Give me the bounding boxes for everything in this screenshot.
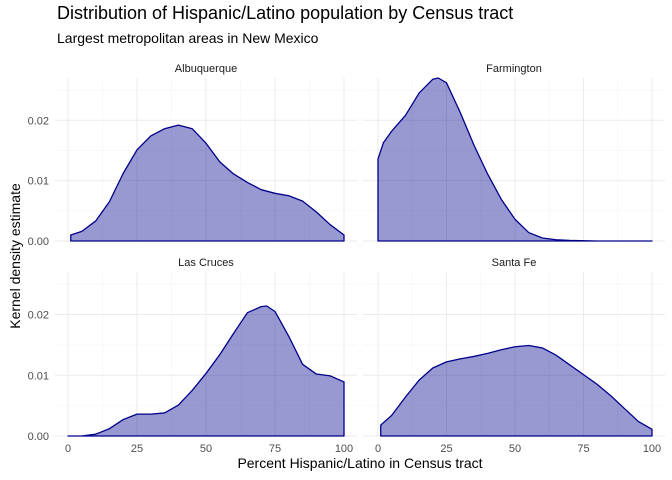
chart-title: Distribution of Hispanic/Latino populati… [57, 3, 514, 23]
y-tick-label: 0.00 [28, 431, 49, 443]
facet-strip-label: Albuquerque [175, 63, 237, 75]
facet-strip-label: Las Cruces [178, 257, 234, 269]
x-tick-label: 0 [375, 443, 381, 455]
x-tick-label: 0 [65, 443, 71, 455]
x-tick-label: 75 [577, 443, 589, 455]
x-tick-label: 100 [643, 443, 661, 455]
density-area [380, 344, 653, 437]
x-tick-label: 100 [335, 443, 353, 455]
y-tick-label: 0.00 [28, 236, 49, 248]
x-tick-label: 50 [200, 443, 212, 455]
y-tick-label: 0.01 [28, 176, 49, 188]
facet-strip-label: Santa Fe [492, 257, 537, 269]
y-tick-label: 0.01 [28, 370, 49, 382]
density-area [377, 77, 653, 242]
density-area [67, 305, 345, 437]
x-tick-label: 75 [269, 443, 281, 455]
chart-subtitle: Largest metropolitan areas in New Mexico [57, 30, 319, 46]
facet-panel-las-cruces: Las Cruces 0.00 0.01 0.02 0 25 50 75 100 [28, 257, 357, 455]
facet-panel-farmington: Farmington [363, 63, 665, 242]
x-tick-label: 25 [131, 443, 143, 455]
x-tick-label: 25 [440, 443, 452, 455]
facet-strip-label: Farmington [486, 63, 542, 75]
x-tick-label: 50 [509, 443, 521, 455]
facet-panel-albuquerque: Albuquerque 0.00 0.01 0.02 [28, 63, 357, 248]
y-tick-label: 0.02 [28, 310, 49, 322]
facet-panel-santa-fe: Santa Fe 0 25 50 75 100 [363, 257, 665, 455]
density-area [70, 124, 345, 242]
y-tick-label: 0.02 [28, 115, 49, 127]
x-axis-label: Percent Hispanic/Latino in Census tract [237, 455, 483, 471]
